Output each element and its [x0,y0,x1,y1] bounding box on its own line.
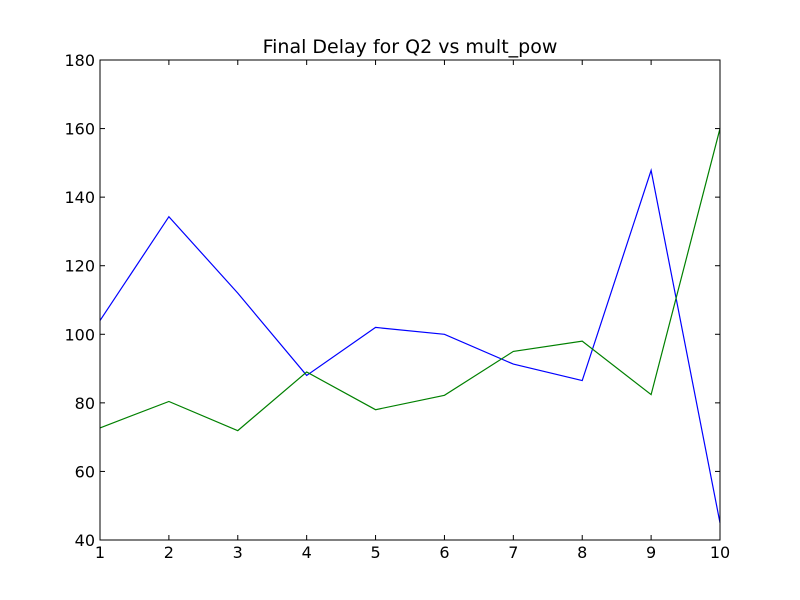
x-tick-label: 1 [95,543,105,562]
x-tick-label: 10 [710,543,730,562]
x-tick-label: 3 [233,543,243,562]
y-tick-label: 140 [64,188,95,207]
y-tick-label: 100 [64,325,95,344]
series-line-1 [99,168,721,523]
y-axis: 40 60 80 100 120 140 160 180 [64,51,720,550]
x-tick-label: 8 [577,543,587,562]
x-axis: 1 2 3 4 5 6 7 8 9 10 [95,60,730,562]
x-tick-label: 9 [646,543,656,562]
plot-area [99,128,721,523]
x-tick-label: 2 [164,543,174,562]
y-tick-label: 60 [75,462,95,481]
y-tick-label: 160 [64,120,95,139]
y-tick-label: 40 [75,531,95,550]
y-tick-label: 80 [75,394,95,413]
axes-frame [99,59,721,541]
x-tick-label: 4 [302,543,312,562]
x-tick-label: 5 [370,543,380,562]
y-tick-label: 120 [64,257,95,276]
series-line-2 [99,128,721,432]
x-tick-label: 6 [439,543,449,562]
x-tick-label: 7 [508,543,518,562]
y-tick-label: 180 [64,51,95,70]
chart-title: Final Delay for Q2 vs mult_pow [263,36,558,58]
